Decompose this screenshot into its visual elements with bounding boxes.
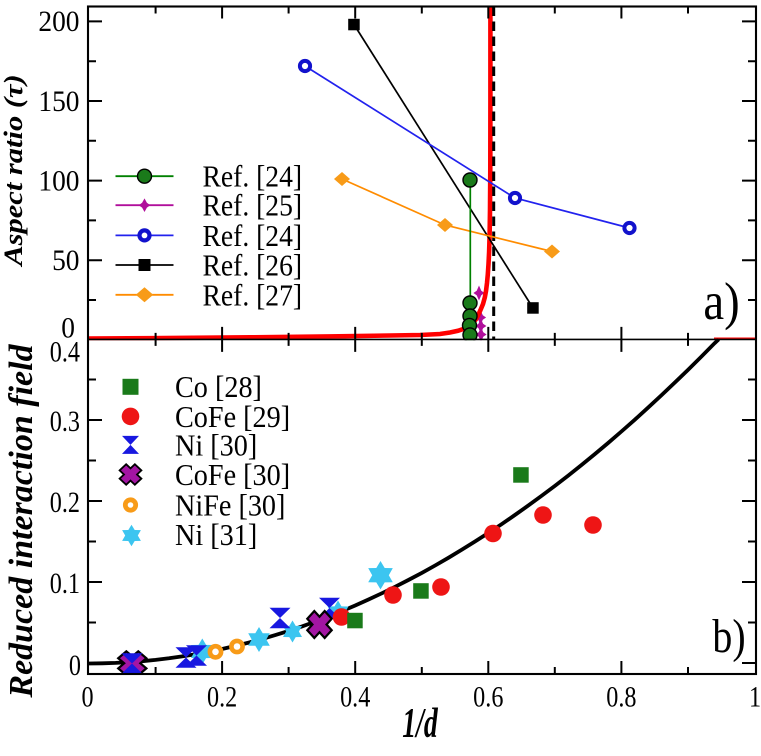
svg-text:Ref. [24]: Ref. [24] [203,219,303,253]
svg-text:0: 0 [61,312,75,344]
svg-text:a): a) [703,272,739,330]
svg-text:Ref. [27]: Ref. [27] [203,279,303,313]
svg-text:0: 0 [81,680,93,713]
svg-text:CoFe [30]: CoFe [30] [175,459,290,492]
svg-text:0.4: 0.4 [340,680,371,713]
svg-text:0.4: 0.4 [50,335,81,368]
svg-text:Co [28]: Co [28] [175,371,262,404]
svg-text:Ref. [25]: Ref. [25] [203,189,303,223]
svg-text:200: 200 [38,6,79,38]
svg-text:Ref. [24]: Ref. [24] [203,160,303,194]
svg-text:0.3: 0.3 [50,405,80,438]
svg-text:0.2: 0.2 [50,486,80,519]
svg-text:50: 50 [52,245,79,277]
svg-text:NiFe [30]: NiFe [30] [175,489,285,522]
svg-text:Ref. [26]: Ref. [26] [203,249,303,283]
svg-text:Aspect ratio (τ): Aspect ratio (τ) [0,74,28,267]
svg-text:Ni [30]: Ni [30] [175,429,257,462]
svg-text:CoFe [29]: CoFe [29] [175,401,290,434]
svg-text:0.2: 0.2 [207,680,237,713]
svg-text:b): b) [712,609,745,662]
svg-text:100: 100 [38,166,79,198]
svg-text:1/d: 1/d [402,699,438,746]
svg-text:150: 150 [38,86,79,118]
svg-text:0.8: 0.8 [606,680,636,713]
svg-text:0: 0 [69,649,81,682]
svg-text:Reduced interaction field: Reduced interaction field [3,343,40,698]
svg-text:Ni [31]: Ni [31] [175,519,257,552]
svg-text:0.1: 0.1 [50,567,80,600]
svg-text:0.6: 0.6 [473,680,503,713]
svg-text:1: 1 [749,680,761,713]
